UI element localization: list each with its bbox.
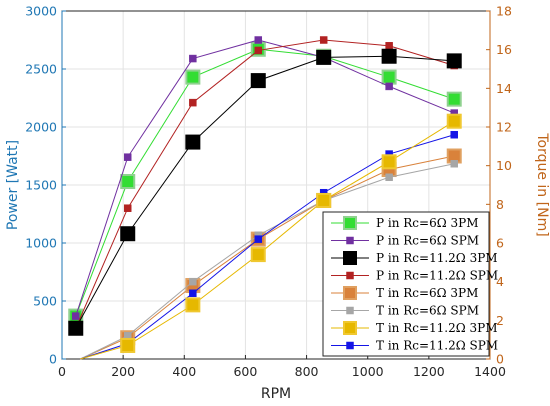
data-point xyxy=(385,82,393,91)
left-tick-label: 500 xyxy=(33,294,57,309)
data-point xyxy=(120,174,136,190)
left-tick-label: 1500 xyxy=(25,178,57,193)
legend-entry: T in Rc=6Ω 3PM xyxy=(331,286,478,300)
x-axis-label: RPM xyxy=(261,386,291,402)
x-axis-ticks: 0 200 400 600 800 1000 1200 1400 xyxy=(58,355,506,379)
data-point xyxy=(189,277,197,286)
right-tick-label: 2 xyxy=(496,313,504,328)
data-point xyxy=(450,130,458,139)
legend-label: P in Rc=6Ω SPM xyxy=(376,234,479,248)
left-axis-ticks: 0 500 1000 1500 2000 2500 3000 xyxy=(25,4,66,367)
legend-entry: P in Rc=6Ω 3PM xyxy=(331,216,478,230)
x-tick-label: 200 xyxy=(111,364,135,379)
data-point xyxy=(316,192,332,208)
data-point xyxy=(250,247,266,263)
data-point xyxy=(185,134,201,150)
data-point xyxy=(254,36,263,44)
series-1 xyxy=(72,36,458,320)
right-axis-ticks: 0 2 4 6 8 10 12 14 16 18 xyxy=(486,4,512,367)
right-tick-label: 18 xyxy=(496,4,512,19)
data-point xyxy=(446,53,462,69)
legend-entry: T in Rc=11.2Ω 3PM xyxy=(331,321,498,335)
x-tick-label: 1200 xyxy=(413,364,445,379)
legend-label: P in Rc=11.2Ω SPM xyxy=(376,269,498,283)
data-point xyxy=(450,159,458,168)
data-point xyxy=(189,98,197,107)
legend-entry: P in Rc=6Ω SPM xyxy=(331,234,479,248)
left-tick-label: 1000 xyxy=(25,236,57,251)
legend-entry: T in Rc=6Ω SPM xyxy=(331,304,479,318)
right-tick-label: 8 xyxy=(496,197,504,212)
data-point xyxy=(254,235,263,243)
right-tick-label: 0 xyxy=(496,352,504,367)
legend-label: P in Rc=11.2Ω 3PM xyxy=(376,251,498,265)
x-tick-label: 800 xyxy=(295,364,319,379)
left-tick-label: 2500 xyxy=(25,62,57,77)
legend-entry: P in Rc=11.2Ω 3PM xyxy=(331,251,498,265)
data-point xyxy=(381,154,397,170)
legend-label: T in Rc=6Ω SPM xyxy=(376,304,479,318)
right-tick-label: 10 xyxy=(496,158,512,173)
legend-label: T in Rc=11.2Ω 3PM xyxy=(376,321,498,335)
right-tick-label: 4 xyxy=(496,274,504,289)
right-tick-label: 16 xyxy=(496,42,512,57)
legend-marker xyxy=(343,286,357,300)
legend-marker xyxy=(346,341,354,350)
right-tick-label: 12 xyxy=(496,120,512,135)
legend: P in Rc=6Ω 3PM P in Rc=6Ω SPM P in Rc=11.2… xyxy=(322,211,498,357)
data-point xyxy=(185,69,201,85)
legend-marker xyxy=(343,251,357,265)
legend-entry: T in Rc=11.2Ω SPM xyxy=(331,339,498,353)
x-tick-label: 1000 xyxy=(352,364,384,379)
legend-marker xyxy=(343,321,357,335)
x-tick-label: 1400 xyxy=(474,364,506,379)
data-point xyxy=(316,49,332,65)
x-tick-label: 400 xyxy=(172,364,196,379)
legend-marker xyxy=(346,271,354,280)
data-point xyxy=(385,42,393,50)
data-point xyxy=(120,337,136,353)
x-tick-label: 0 xyxy=(58,364,66,379)
right-axis-label: Torque in [Nm] xyxy=(534,132,550,236)
series-6 xyxy=(80,113,462,360)
x-tick-label: 600 xyxy=(233,364,257,379)
data-point xyxy=(446,91,462,107)
data-point xyxy=(385,173,393,182)
data-point xyxy=(123,153,132,161)
legend-marker xyxy=(346,236,354,245)
left-axis-label: Power [Watt] xyxy=(5,140,21,230)
left-tick-label: 2000 xyxy=(25,120,57,135)
series-layer xyxy=(68,36,462,360)
legend-marker xyxy=(343,216,357,230)
data-point xyxy=(185,297,201,313)
data-point xyxy=(381,48,397,64)
data-point xyxy=(123,204,132,212)
left-tick-label: 3000 xyxy=(25,4,57,19)
legend-label: P in Rc=6Ω 3PM xyxy=(376,216,478,230)
data-point xyxy=(189,54,197,63)
right-tick-label: 14 xyxy=(496,81,512,96)
data-point xyxy=(381,69,397,85)
right-tick-label: 6 xyxy=(496,236,504,251)
data-point xyxy=(250,73,266,89)
legend-marker xyxy=(346,306,354,315)
data-point xyxy=(254,46,263,55)
data-point xyxy=(72,312,80,320)
data-point xyxy=(446,113,462,129)
legend-entry: P in Rc=11.2Ω SPM xyxy=(331,269,498,283)
legend-label: T in Rc=11.2Ω SPM xyxy=(376,339,498,353)
data-point xyxy=(68,320,84,336)
legend-label: T in Rc=6Ω 3PM xyxy=(376,286,478,300)
data-point xyxy=(120,226,136,242)
series-2 xyxy=(68,48,462,336)
left-tick-label: 0 xyxy=(49,352,57,367)
data-point xyxy=(189,289,197,298)
data-point xyxy=(319,36,328,44)
